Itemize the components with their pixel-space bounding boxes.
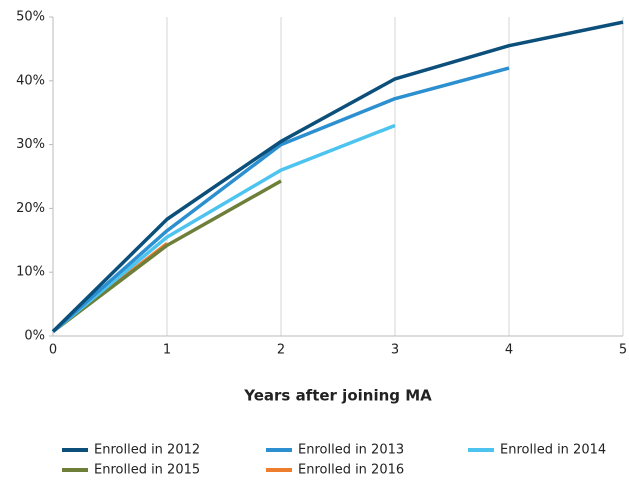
series-line	[51, 20, 624, 333]
legend-label: Enrolled in 2012	[94, 443, 200, 458]
series-line	[51, 66, 510, 333]
x-tick-label: 2	[277, 343, 285, 358]
x-tick-label: 0	[49, 343, 57, 358]
y-tick-label: 10%	[16, 265, 45, 280]
legend-label: Enrolled in 2013	[298, 443, 404, 458]
y-tick-label: 50%	[16, 10, 45, 25]
x-tick-label: 1	[163, 343, 171, 358]
x-axis-title: Years after joining MA	[243, 387, 432, 405]
x-tick-label: 3	[391, 343, 399, 358]
legend-label: Enrolled in 2016	[298, 463, 404, 478]
y-tick-label: 30%	[16, 137, 45, 152]
x-tick-label: 4	[505, 343, 513, 358]
y-tick-label: 20%	[16, 201, 45, 216]
y-tick-label: 40%	[16, 73, 45, 88]
series-line	[51, 123, 396, 333]
legend-label: Enrolled in 2014	[500, 443, 606, 458]
legend-label: Enrolled in 2015	[94, 463, 200, 478]
y-tick-label: 0%	[24, 329, 45, 344]
series-line	[51, 179, 282, 333]
x-tick-label: 5	[619, 343, 627, 358]
